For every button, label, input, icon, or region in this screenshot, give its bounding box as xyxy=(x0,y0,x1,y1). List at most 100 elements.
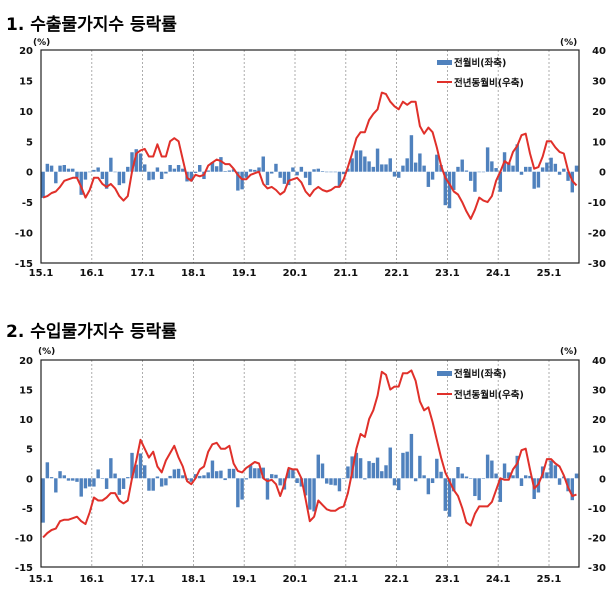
x-tick-label: 18.1 xyxy=(181,268,206,279)
line-yoy xyxy=(42,91,578,220)
bar-mom xyxy=(358,150,363,172)
bar-mom xyxy=(511,475,515,479)
bar-mom xyxy=(435,154,439,172)
bar-mom xyxy=(62,475,66,479)
y-left-tick-label: 15 xyxy=(19,386,33,397)
bar-mom xyxy=(248,465,253,479)
bar-mom xyxy=(325,478,329,484)
bar-mom xyxy=(460,473,464,479)
bar-mom xyxy=(490,460,494,479)
left-unit: (%) xyxy=(38,347,55,357)
bar-mom xyxy=(524,166,528,172)
bar-mom xyxy=(219,470,223,479)
y-left-tick-label: 15 xyxy=(19,76,33,87)
y-right-tick-label: -10 xyxy=(588,198,606,209)
bar-mom xyxy=(71,168,75,172)
bar-mom xyxy=(341,171,346,175)
bar-mom xyxy=(172,469,177,479)
bar-mom xyxy=(227,468,232,479)
bar-mom xyxy=(253,468,257,479)
y-right-tick-label: 40 xyxy=(592,356,606,367)
bar-mom xyxy=(189,171,193,182)
y-right-tick-label: 20 xyxy=(592,415,606,426)
bar-mom xyxy=(485,147,490,172)
bar-mom xyxy=(155,167,160,172)
y-left-tick-label: 0 xyxy=(26,168,33,179)
bar-mom xyxy=(447,171,452,209)
bar-mom xyxy=(430,478,435,484)
bar-mom xyxy=(147,171,151,181)
bar-mom xyxy=(265,171,270,186)
bar-mom xyxy=(92,169,96,172)
bar-mom xyxy=(176,165,181,172)
bar-mom xyxy=(176,468,181,479)
bar-mom xyxy=(524,475,528,479)
bar-mom xyxy=(303,171,308,178)
bar-mom xyxy=(151,171,155,180)
bar-mom xyxy=(341,478,346,479)
y-right-tick-label: -30 xyxy=(588,259,606,270)
bar-mom xyxy=(316,454,320,479)
legend-line-label: 전년동월비(우축) xyxy=(454,77,524,89)
bar-mom xyxy=(494,168,498,172)
bar-mom xyxy=(193,171,198,173)
bar-mom xyxy=(528,166,532,172)
bar-mom xyxy=(41,171,45,198)
bar-mom xyxy=(117,171,122,186)
y-right-tick-label: 10 xyxy=(592,445,606,456)
bar-mom xyxy=(164,171,168,174)
bar-mom xyxy=(168,165,172,172)
bar-mom xyxy=(261,467,265,479)
bar-mom xyxy=(270,171,274,174)
bar-mom xyxy=(159,478,164,487)
x-tick-label: 24.1 xyxy=(486,268,511,279)
bar-mom xyxy=(274,163,278,172)
bar-mom xyxy=(447,478,452,517)
plot-frame xyxy=(40,359,580,568)
bar-mom xyxy=(66,168,71,172)
bar-mom xyxy=(299,166,304,172)
bar-mom xyxy=(422,165,426,172)
chart-title: 1. 수출물가지수 등락률 xyxy=(6,15,177,35)
bar-mom xyxy=(240,171,244,190)
bar-mom xyxy=(130,452,134,479)
bar-mom xyxy=(426,171,431,187)
x-tick-label: 19.1 xyxy=(232,574,257,585)
bar-mom xyxy=(100,478,105,479)
x-tick-label: 23.1 xyxy=(435,268,460,279)
x-tick-label: 25.1 xyxy=(537,268,562,279)
bar-mom xyxy=(418,455,422,479)
legend-line-label: 전년동월비(우축) xyxy=(454,389,524,401)
bar-mom xyxy=(464,170,469,172)
bar-mom xyxy=(528,475,532,479)
bar-mom xyxy=(477,478,481,501)
bar-mom xyxy=(79,171,83,195)
bar-mom xyxy=(223,478,227,481)
y-right-tick-label: 40 xyxy=(592,46,606,57)
bar-mom xyxy=(384,465,388,479)
y-left-tick-label: -15 xyxy=(15,563,33,574)
bar-mom xyxy=(265,478,270,500)
bar-mom xyxy=(210,460,215,479)
bar-mom xyxy=(121,478,126,489)
bar-mom xyxy=(41,478,45,523)
bar-mom xyxy=(413,478,418,482)
y-right-tick-label: 30 xyxy=(592,386,606,397)
y-left-tick-label: -5 xyxy=(22,504,33,515)
bar-mom xyxy=(71,478,75,481)
bar-mom xyxy=(350,158,354,172)
x-tick-label: 25.1 xyxy=(537,574,562,585)
bar-mom xyxy=(519,478,524,486)
bar-mom xyxy=(117,478,122,495)
bar-mom xyxy=(557,171,562,175)
x-tick-label: 24.1 xyxy=(486,574,511,585)
bar-mom xyxy=(312,478,316,512)
bar-mom xyxy=(367,461,371,479)
plot-area xyxy=(40,49,580,264)
bar-mom xyxy=(291,470,295,479)
bar-mom xyxy=(375,457,380,479)
bar-mom xyxy=(159,171,164,180)
bar-mom xyxy=(308,478,312,510)
bar-mom xyxy=(333,478,337,486)
bar-mom xyxy=(358,458,363,479)
